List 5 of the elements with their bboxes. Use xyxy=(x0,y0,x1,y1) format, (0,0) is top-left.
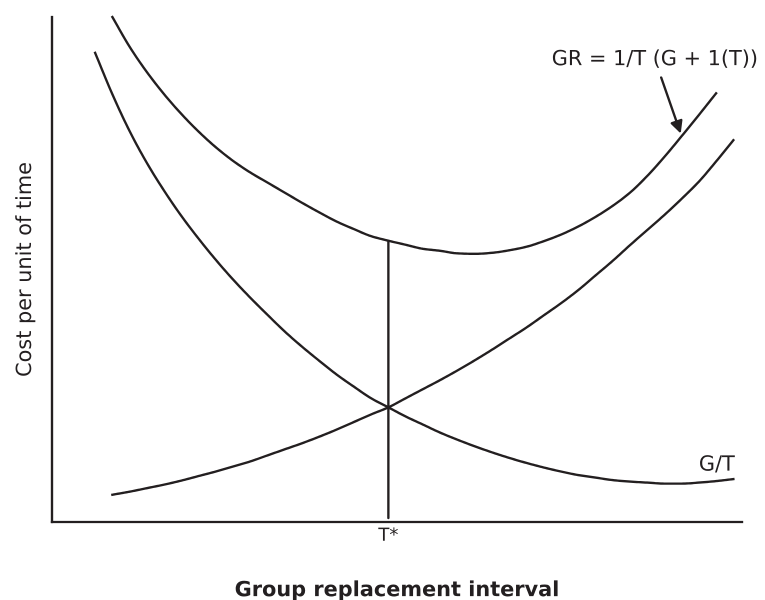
y-axis-title: Cost per unit of time xyxy=(15,163,36,376)
series-label: G/T xyxy=(700,455,735,473)
annotation: T* xyxy=(378,527,398,541)
text: GR = 1/T (G + 1(T)) xyxy=(552,49,756,68)
x-axis-title: Group replacement interval xyxy=(236,580,558,600)
